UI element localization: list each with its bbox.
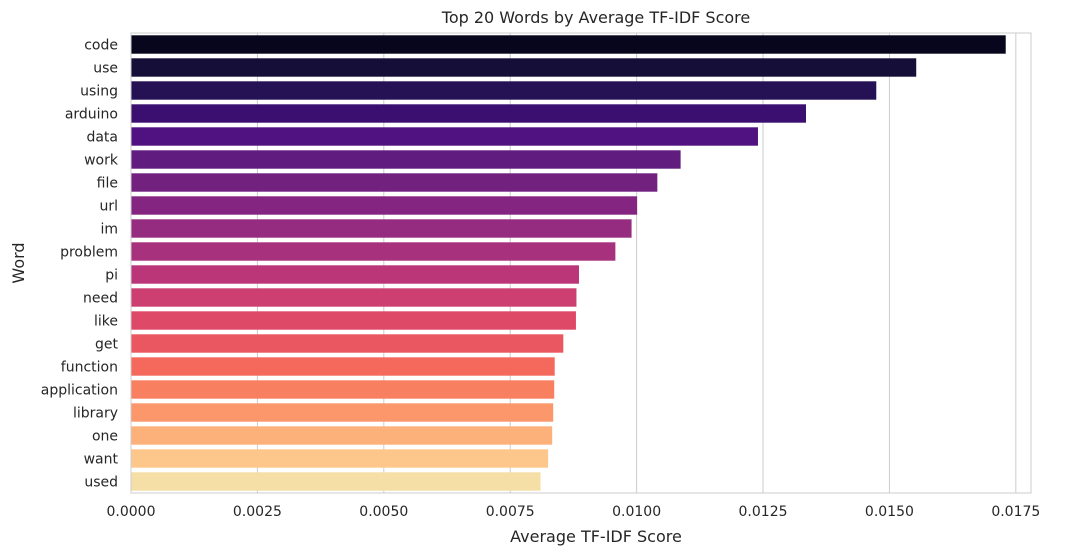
x-axis-tick-labels: 0.0000 0.0025 0.0050 0.0075 0.0100 0.0125 0.01… [107,504,1041,520]
y-tick-label: problem [60,245,118,261]
bar-application [131,380,555,399]
gridlines [130,33,1017,493]
y-tick-label: using [80,84,118,100]
y-tick-label: library [73,406,118,422]
x-tick-label: 0.0000 [107,504,156,520]
x-tick-label: 0.0125 [739,504,788,520]
bar-data [131,127,758,146]
bars [131,35,1006,491]
x-axis-label: Average TF-IDF Score [510,527,682,546]
y-tick-label: url [99,199,118,215]
y-tick-label: get [95,337,119,353]
bar-url [131,196,638,215]
bar-problem [131,242,616,261]
bar-work [131,150,681,169]
y-tick-label: file [97,176,118,192]
bar-function [131,357,555,376]
y-tick-label: application [41,383,118,399]
y-tick-label: need [83,291,118,307]
y-tick-label: use [93,61,118,77]
bar-file [131,173,658,192]
plot-frame [130,32,1032,494]
y-tick-label: data [86,130,118,146]
bar-want [131,449,549,468]
bar-get [131,334,564,353]
y-tick-label: like [94,314,118,330]
bar-need [131,288,577,307]
y-tick-label: work [84,153,119,169]
bar-one [131,426,553,445]
bar-library [131,403,554,422]
y-tick-label: im [100,222,118,238]
bar-like [131,311,576,330]
y-tick-label: one [92,429,118,445]
y-tick-label: used [84,475,118,491]
bar-use [131,58,917,77]
y-tick-label: arduino [65,107,118,123]
x-tick-label: 0.0075 [486,504,535,520]
x-tick-label: 0.0100 [612,504,661,520]
bar-im [131,219,632,238]
y-tick-label: want [84,452,119,468]
x-tick-label: 0.0050 [359,504,408,520]
bar-arduino [131,104,806,123]
bar-using [131,81,877,100]
y-axis-tick-labels: code use using arduino data work file url im prob… [41,38,119,491]
bar-used [131,472,541,491]
y-tick-label: function [61,360,118,376]
chart-title: Top 20 Words by Average TF-IDF Score [441,8,750,27]
x-tick-label: 0.0025 [233,504,282,520]
bar-pi [131,265,579,284]
y-tick-label: pi [105,268,118,284]
y-axis-label: Word [9,242,28,283]
x-tick-label: 0.0175 [991,504,1040,520]
x-tick-label: 0.0150 [865,504,914,520]
bar-code [131,35,1006,54]
y-tick-label: code [84,38,118,54]
